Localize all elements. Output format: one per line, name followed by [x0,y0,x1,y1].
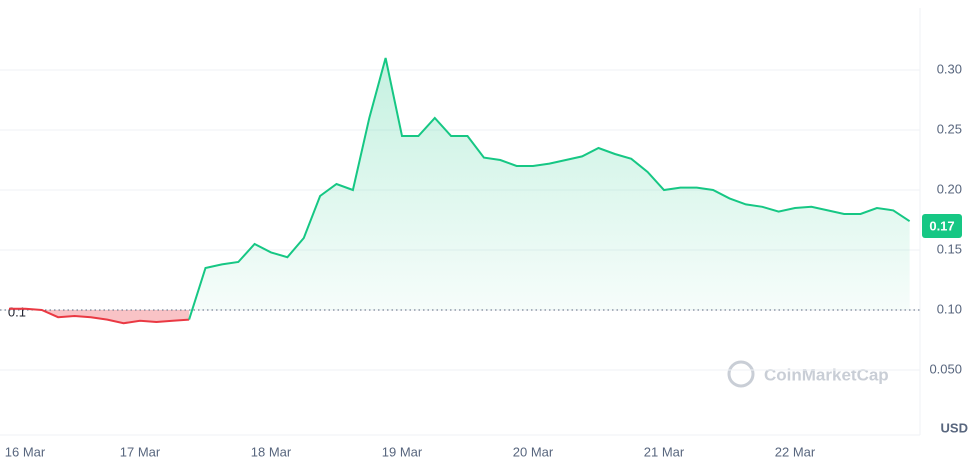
current-price-tag [922,214,962,238]
baseline-label: 0.1 [8,304,26,319]
x-tick-label: 21 Mar [644,444,685,459]
x-tick-label: 17 Mar [120,444,161,459]
y-tick-label: 0.050 [929,361,962,376]
x-tick-label: 19 Mar [382,444,423,459]
x-tick-label: 22 Mar [775,444,816,459]
y-tick-label: 0.15 [937,241,962,256]
currency-label: USD [941,420,968,435]
y-tick-label: 0.25 [937,121,962,136]
price-line-up [188,57,911,320]
watermark: CoinMarketCap [727,360,889,388]
watermark-logo [727,360,755,388]
y-tick-label: 0.30 [937,61,962,76]
price-line-down [9,307,190,325]
x-tick-label: 16 Mar [5,444,46,459]
price-area-up [189,58,910,320]
x-tick-label: 18 Mar [251,444,292,459]
y-tick-label: 0.10 [937,301,962,316]
current-price-label: 0.17 [929,218,954,233]
price-area-down [9,308,190,324]
y-tick-label: 0.20 [937,181,962,196]
watermark-text: CoinMarketCap [764,365,889,384]
x-tick-label: 20 Mar [513,444,554,459]
